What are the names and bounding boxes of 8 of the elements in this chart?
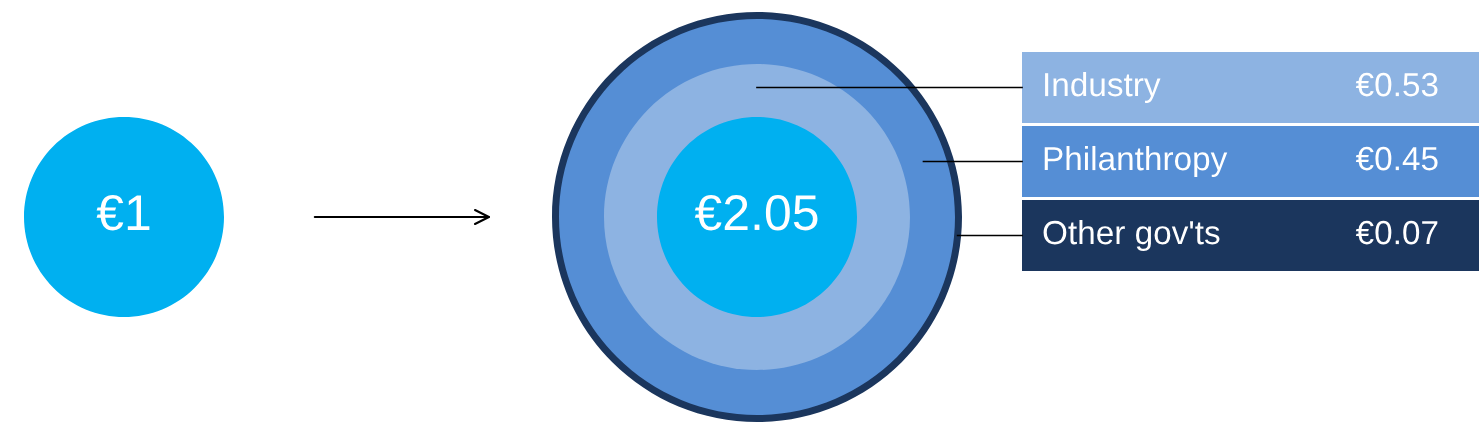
data-label: €0.07 (1355, 220, 1438, 245)
data-label: €0.45 (1355, 146, 1438, 171)
text: €1 (96, 195, 150, 231)
data-label: €0.53 (1355, 72, 1438, 97)
text: €2.05 (694, 195, 818, 231)
category-label: Industry (1045, 71, 1161, 104)
category-label: Philanthropy (1044, 145, 1228, 178)
category-label: Other gov'ts (1043, 219, 1220, 252)
